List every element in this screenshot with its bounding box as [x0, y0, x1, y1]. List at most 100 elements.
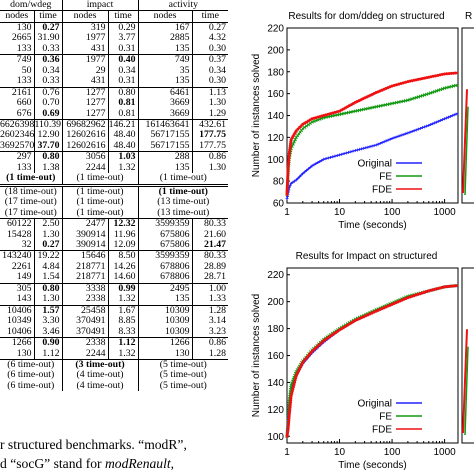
data-point-original [305, 168, 309, 172]
data-point-fde [286, 168, 290, 172]
y-tick-label: 160 [267, 89, 284, 100]
table-cell: 2338 [61, 294, 109, 306]
sub-header-nodes: nodes [61, 10, 109, 23]
data-point-fde [287, 419, 291, 423]
table-cell: 4.32 [191, 33, 229, 44]
data-point-original [289, 181, 293, 185]
y-tick-label: 100 [267, 155, 284, 166]
y-tick-label: 200 [267, 297, 284, 308]
data-point-original [342, 152, 346, 156]
table-cell: 678806 [137, 272, 193, 284]
data-point-original [450, 114, 454, 118]
table-cell: 319 [61, 21, 109, 34]
table-row: (6 time-out) (3 time-out) (5 time-out) [0, 358, 229, 371]
data-point-original [454, 112, 458, 116]
data-point-fde [286, 177, 290, 181]
table-cell: 3599359 [137, 218, 193, 230]
x-tick-label: 100 [384, 207, 401, 218]
data-point-original [288, 184, 292, 187]
data-point-original [421, 126, 425, 130]
table-cell: 32 [21, 239, 32, 250]
data-point-fe [316, 118, 320, 122]
chart-title: Results for dom/ddeg on structured [288, 11, 444, 22]
x-tick-label: 10 [334, 447, 346, 458]
chart-domddeg: Results for dom/ddeg on structured 60 80 10… [251, 11, 474, 231]
data-point-fde [434, 74, 438, 78]
table-cell: 218771 [61, 261, 109, 273]
data-point-original [443, 117, 447, 121]
data-point-fde [445, 72, 449, 76]
partial-plot-line [462, 89, 468, 194]
data-point-fde [333, 110, 337, 114]
data-point-fde [285, 432, 289, 436]
table-cell: 12.90 [33, 130, 63, 141]
data-point-fde [285, 186, 289, 190]
data-point-fde [290, 392, 294, 396]
data-point-original [386, 138, 390, 142]
table-cell: 29 [61, 65, 109, 77]
legend-label-original: Original [358, 159, 392, 170]
table-cell: 1.28 [191, 348, 229, 360]
data-point-fde [286, 175, 290, 179]
table-row: 10406 3.46 370491 8.33 10309 3.23 [0, 326, 229, 338]
table-cell: 0.70 [33, 98, 63, 109]
data-point-fde [288, 410, 292, 414]
table-cell: 749 [137, 54, 193, 66]
table-cell: 0.30 [191, 43, 229, 55]
data-point-fde [289, 394, 293, 398]
data-point-fde [449, 71, 453, 75]
table-cell: (6 time-out) [7, 380, 55, 391]
data-point-fde [447, 284, 451, 288]
table-row: 32 0.27 390914 12.09 675806 21.47 [0, 239, 229, 251]
table-cell: 1277 [61, 86, 109, 99]
data-point-fde [454, 71, 458, 75]
data-point-fde [286, 428, 290, 432]
table-row: 305 0.80 3338 0.99 2495 1.00 [0, 282, 229, 295]
table-cell: 0.81 [107, 108, 139, 120]
table-cell: 3.30 [33, 316, 63, 327]
table-cell: 2161 [0, 86, 34, 99]
table-row: 133 0.33 431 0.31 135 0.30 [0, 76, 229, 88]
table-row: 6626398 110.39 69682962 146.21 161463641 432.… [0, 118, 229, 131]
plot-frame [286, 27, 459, 204]
table-cell: 80.33 [191, 250, 229, 262]
table-cell: 1.32 [107, 348, 139, 360]
table-cell: 1.57 [33, 304, 63, 317]
sub-header-nodes: nodes [137, 10, 193, 23]
partial-plot-frame [461, 267, 474, 444]
table-cell: 2244 [61, 348, 109, 360]
caption-text: , [170, 456, 175, 471]
table-cell: 12.09 [107, 239, 139, 251]
table-cell: 130 [137, 348, 193, 360]
data-point-original [439, 118, 443, 122]
table-cell: 3.14 [191, 316, 229, 327]
data-point-fde [438, 73, 442, 77]
table-row: 133 0.33 431 0.31 135 0.30 [0, 43, 229, 55]
table-cell: 10349 [7, 316, 32, 327]
data-point-fde [326, 112, 330, 116]
data-point-fde [289, 398, 293, 402]
table-cell: 10309 [137, 326, 193, 338]
table-cell: 660 [16, 98, 32, 109]
data-point-fde [431, 74, 435, 78]
data-point-original [437, 119, 441, 123]
data-point-fde [286, 179, 290, 183]
table-cell: (1 time-out) [61, 173, 139, 186]
table-cell: 678806 [137, 261, 193, 273]
table-cell: 370491 [61, 326, 109, 338]
table-cell: 12602616 [61, 140, 109, 152]
data-point-original [368, 145, 372, 149]
table-cell: (13 time-out) [137, 197, 229, 208]
data-point-fde [285, 181, 289, 185]
data-point-original [306, 167, 310, 171]
table-cell: 3.77 [107, 33, 139, 44]
caption-line-2: d “socG” stand for modRenault, [0, 455, 236, 472]
data-point-fe [310, 120, 314, 124]
table-cell: 0.27 [33, 21, 63, 34]
table-cell: 2477 [61, 218, 109, 230]
data-point-original [331, 155, 335, 159]
data-point-fde [285, 184, 289, 187]
data-point-fde [390, 84, 394, 88]
table-cell: 390914 [61, 229, 109, 240]
partial-plot-line [464, 106, 469, 196]
